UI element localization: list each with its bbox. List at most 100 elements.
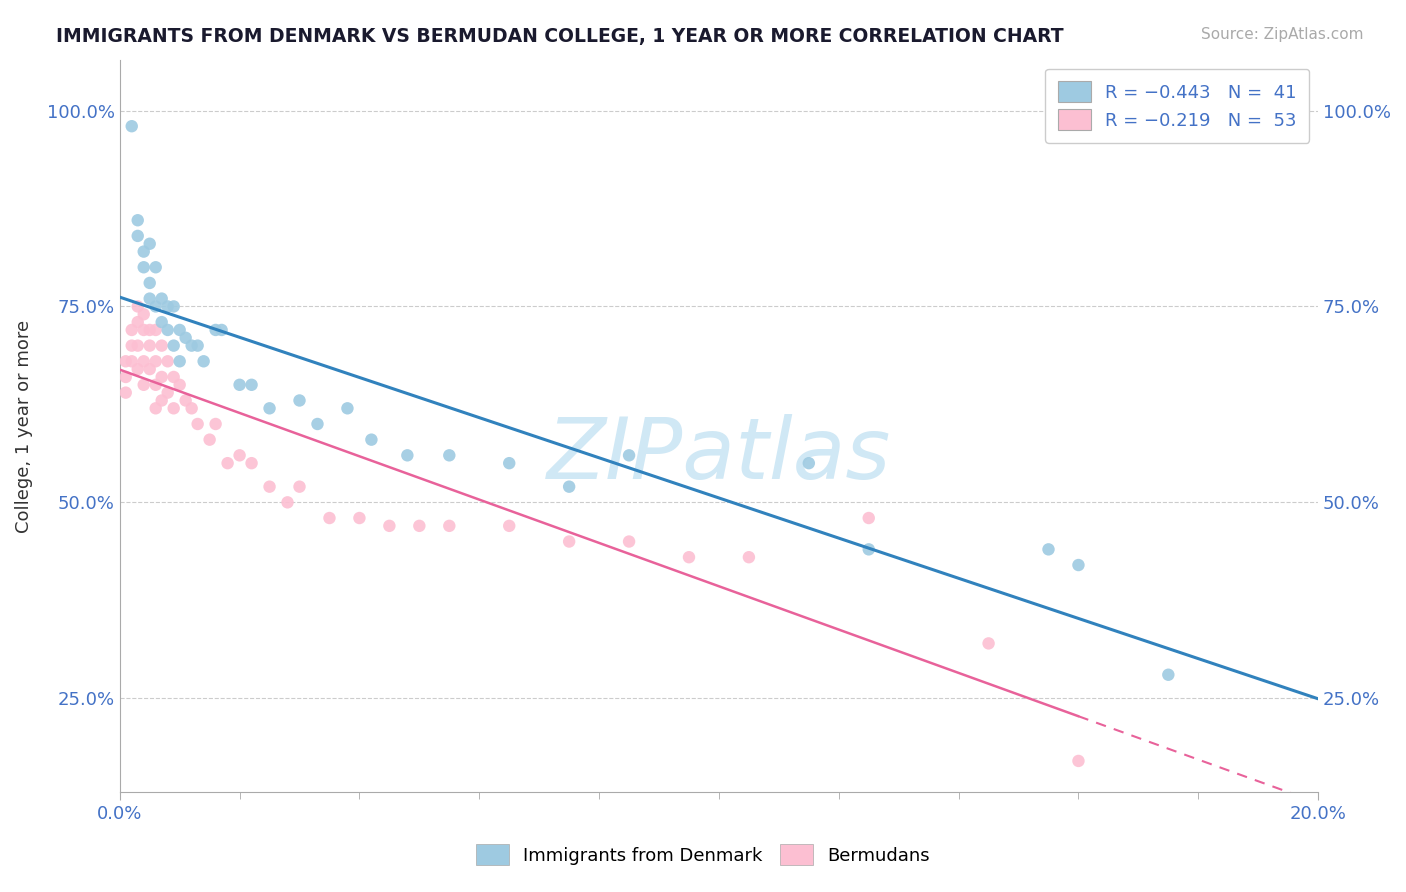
Point [145, 401, 167, 416]
Point [127, 315, 149, 329]
Point [797, 456, 820, 470]
Point [318, 511, 340, 525]
Point [132, 307, 155, 321]
Point [156, 323, 179, 337]
Point [288, 393, 311, 408]
Point [127, 213, 149, 227]
Point [169, 377, 191, 392]
Point [240, 456, 263, 470]
Point [174, 393, 197, 408]
Point [174, 331, 197, 345]
Point [276, 495, 298, 509]
Point [198, 433, 221, 447]
Point [114, 385, 136, 400]
Point [163, 338, 186, 352]
Point [150, 292, 173, 306]
Point [307, 417, 329, 431]
Point [150, 338, 173, 352]
Point [439, 519, 461, 533]
Point [169, 354, 191, 368]
Text: Source: ZipAtlas.com: Source: ZipAtlas.com [1201, 27, 1364, 42]
Point [1067, 558, 1090, 572]
Point [132, 260, 155, 275]
Point [121, 338, 143, 352]
Point [150, 370, 173, 384]
Point [408, 519, 430, 533]
Point [163, 300, 186, 314]
Point [187, 417, 209, 431]
Point [132, 377, 155, 392]
Point [240, 377, 263, 392]
Point [558, 480, 581, 494]
Point [977, 636, 1000, 650]
Point [217, 456, 239, 470]
Point [378, 519, 401, 533]
Point [138, 338, 160, 352]
Point [498, 519, 520, 533]
Point [138, 362, 160, 376]
Point [156, 300, 179, 314]
Point [145, 260, 167, 275]
Point [163, 370, 186, 384]
Point [156, 385, 179, 400]
Point [127, 228, 149, 243]
Point [558, 534, 581, 549]
Point [498, 456, 520, 470]
Point [349, 511, 371, 525]
Point [163, 401, 186, 416]
Legend: R = −0.443   N =  41, R = −0.219   N =  53: R = −0.443 N = 41, R = −0.219 N = 53 [1046, 69, 1309, 143]
Point [180, 401, 202, 416]
Point [617, 448, 640, 462]
Point [138, 236, 160, 251]
Point [156, 354, 179, 368]
Point [228, 448, 250, 462]
Point [127, 300, 149, 314]
Point [150, 315, 173, 329]
Point [193, 354, 215, 368]
Point [738, 550, 761, 565]
Point [360, 433, 382, 447]
Point [1157, 667, 1180, 681]
Point [121, 119, 143, 133]
Text: ZIPatlas: ZIPatlas [547, 414, 891, 497]
Point [204, 417, 226, 431]
Y-axis label: College, 1 year or more: College, 1 year or more [15, 319, 32, 533]
Point [439, 448, 461, 462]
Point [259, 480, 281, 494]
Point [1038, 542, 1060, 557]
Point [114, 370, 136, 384]
Point [180, 338, 202, 352]
Point [132, 354, 155, 368]
Point [259, 401, 281, 416]
Point [211, 323, 233, 337]
Point [288, 480, 311, 494]
Point [678, 550, 700, 565]
Point [617, 534, 640, 549]
Point [132, 323, 155, 337]
Point [121, 354, 143, 368]
Point [138, 292, 160, 306]
Point [132, 244, 155, 259]
Point [858, 542, 880, 557]
Point [336, 401, 359, 416]
Point [127, 338, 149, 352]
Point [138, 323, 160, 337]
Point [396, 448, 419, 462]
Point [228, 377, 250, 392]
Point [187, 338, 209, 352]
Point [150, 393, 173, 408]
Point [169, 323, 191, 337]
Point [204, 323, 226, 337]
Point [1067, 754, 1090, 768]
Point [121, 323, 143, 337]
Point [858, 511, 880, 525]
Point [145, 323, 167, 337]
Point [145, 300, 167, 314]
Point [145, 354, 167, 368]
Point [127, 362, 149, 376]
Text: IMMIGRANTS FROM DENMARK VS BERMUDAN COLLEGE, 1 YEAR OR MORE CORRELATION CHART: IMMIGRANTS FROM DENMARK VS BERMUDAN COLL… [56, 27, 1064, 45]
Point [145, 377, 167, 392]
Legend: Immigrants from Denmark, Bermudans: Immigrants from Denmark, Bermudans [467, 835, 939, 874]
Point [138, 276, 160, 290]
Point [114, 354, 136, 368]
